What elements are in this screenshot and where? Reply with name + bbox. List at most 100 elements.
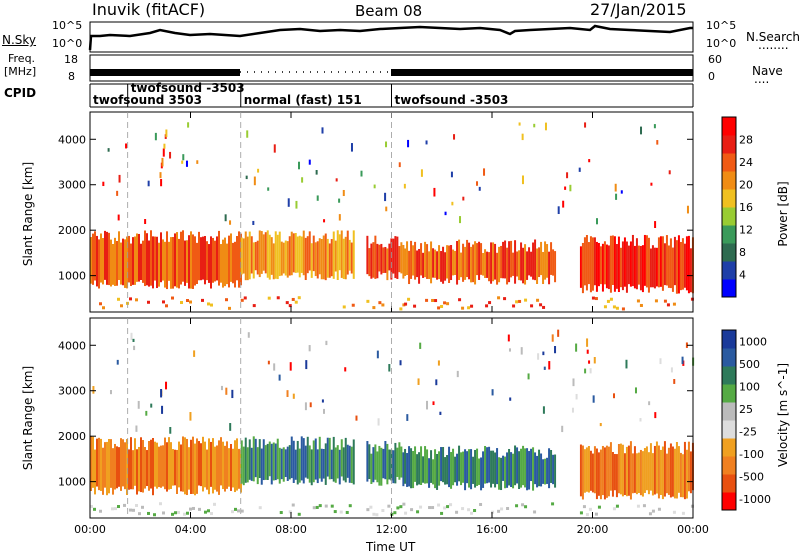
echo-cell: [123, 503, 126, 507]
echo-cell: [671, 446, 674, 497]
echo-cell: [398, 246, 401, 273]
echo-cell: [218, 230, 220, 286]
echo-cell: [589, 368, 592, 374]
station-title: Inuvik (fitACF): [92, 0, 206, 19]
echo-cell: [222, 239, 224, 288]
echo-cell: [338, 234, 341, 271]
echo-cell: [589, 450, 592, 491]
colorbar-step: [722, 366, 736, 385]
echo-cell: [641, 245, 644, 293]
echo-cell: [587, 242, 590, 285]
colorbar-tick-label: 8: [739, 246, 746, 259]
echo-cell: [410, 240, 413, 279]
echo-cell: [161, 405, 164, 414]
echo-cell: [408, 250, 411, 285]
echo-cell: [228, 448, 230, 487]
colorbar-tick-label: -500: [739, 470, 764, 483]
echo-cell: [260, 448, 263, 485]
echo-cell: [557, 206, 560, 215]
echo-cell: [550, 449, 553, 483]
echo-cell: [673, 236, 676, 286]
echo-cell: [188, 235, 190, 289]
echo-cell: [266, 443, 269, 480]
echo-cell: [248, 231, 251, 280]
echo-cell: [593, 357, 596, 364]
echo-cell: [229, 423, 232, 431]
echo-cell: [178, 238, 180, 289]
echo-cell: [518, 299, 522, 303]
colorbar-step: [722, 492, 736, 511]
echo-cell: [648, 512, 652, 516]
echo-cell: [665, 235, 668, 286]
echo-cell: [448, 245, 451, 284]
echo-cell: [611, 451, 614, 497]
echo-cell: [231, 510, 234, 514]
echo-cell: [552, 454, 555, 485]
echo-cell: [581, 445, 584, 500]
echo-cell: [308, 231, 311, 271]
echo-cell: [315, 169, 318, 175]
echo-cell: [150, 403, 153, 408]
echo-cell: [224, 214, 227, 222]
echo-cell: [171, 512, 174, 516]
echo-cell: [318, 504, 322, 508]
echo-cell: [442, 447, 445, 483]
echo-cell: [428, 458, 431, 488]
echo-cell: [376, 451, 379, 483]
echo-cell: [406, 453, 409, 487]
echo-cell: [453, 134, 456, 140]
echo-cell: [633, 245, 636, 289]
echo-cell: [575, 393, 578, 400]
echo-cell: [285, 301, 289, 305]
echo-cell: [524, 505, 528, 509]
echo-cell: [348, 445, 351, 483]
echo-cell: [107, 148, 110, 152]
echo-cell: [176, 449, 178, 494]
echo-cell: [102, 238, 104, 285]
echo-cell: [396, 236, 399, 279]
echo-cell: [661, 236, 664, 291]
echo-cell: [106, 231, 108, 285]
echo-cell: [587, 445, 590, 493]
echo-cell: [617, 443, 620, 494]
echo-cell: [126, 236, 128, 289]
y-tick-label: 3000: [58, 385, 86, 398]
echo-cell: [502, 455, 505, 481]
echo-cell: [542, 459, 545, 484]
echo-cell: [170, 237, 172, 289]
echo-cell: [326, 238, 329, 278]
echo-cell: [305, 360, 308, 370]
echo-cell: [110, 239, 112, 287]
echo-cell: [621, 444, 624, 497]
echo-cell: [476, 181, 479, 186]
echo-cell: [562, 200, 565, 208]
echo-cell: [238, 231, 240, 288]
echo-cell: [640, 126, 643, 135]
echo-cell: [352, 439, 355, 485]
echo-cell: [218, 440, 220, 495]
echo-cell: [681, 356, 684, 365]
echo-cell: [432, 248, 435, 278]
echo-cell: [594, 512, 598, 516]
echo-cell: [527, 373, 530, 380]
echo-cell: [689, 451, 692, 494]
colorbar-step: [722, 135, 736, 154]
colorbar-tick-label: 16: [739, 201, 753, 214]
echo-cell: [506, 247, 509, 285]
echo-cell: [346, 230, 349, 275]
echo-cell: [583, 449, 586, 493]
echo-cell: [542, 406, 545, 414]
echo-cell: [252, 220, 255, 225]
echo-cell: [507, 334, 510, 342]
echo-cell: [595, 218, 598, 225]
echo-cell: [148, 240, 150, 287]
echo-cell: [216, 445, 218, 492]
colorbar-frame: [721, 329, 737, 511]
echo-cell: [522, 445, 525, 486]
echo-cell: [236, 236, 238, 281]
echo-cell: [220, 437, 222, 486]
echo-cell: [309, 402, 312, 408]
echo-cell: [190, 439, 192, 494]
echo-cell: [352, 230, 355, 279]
